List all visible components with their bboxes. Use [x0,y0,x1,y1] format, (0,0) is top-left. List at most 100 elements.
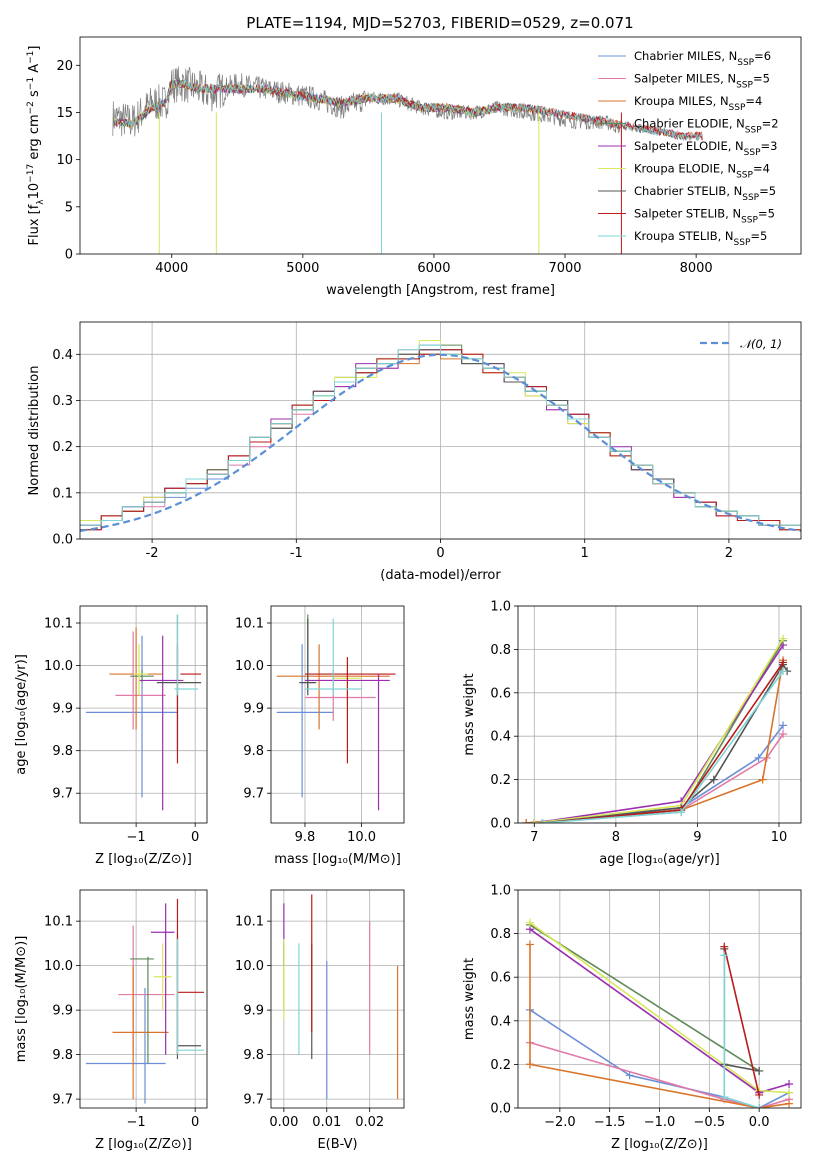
label-part: SSP [736,81,753,91]
label-part: λ [36,199,46,205]
massweight-line-kroupa-miles [529,944,790,1108]
massweight-point-kroupa-elodie [525,918,534,927]
label-part: =4 [753,162,770,176]
label-part: Flux [f [27,204,42,245]
tick-label-y: 0.6 [490,686,511,701]
tick-label-x: −2.0 [544,1115,576,1130]
label-part: A [27,64,42,77]
massweight-line-chabrier-elodie [529,924,760,1072]
tick-label-x: 0.02 [355,1115,384,1130]
tick-label-y: 0.2 [490,1058,511,1073]
tick-label-y: 9.7 [52,787,73,802]
model-spectrum-kroupa-stelib [113,80,703,142]
tick-label-x: 6000 [417,261,450,276]
label-part: SSP [736,171,753,181]
tick-label-x: 10 [771,830,788,845]
label-part: Salpeter STELIB, N [634,207,741,221]
label-part: Kroupa ELODIE, N [634,162,736,176]
tick-label-y: 9.9 [243,702,264,717]
massweight-point-chabrier-miles [754,753,763,762]
legend-entry: Kroupa STELIB, NSSP=5 [634,229,767,248]
axes-frame [517,889,802,1109]
axes-frame [79,605,208,824]
massweight-point-chabrier-stelib [755,1066,764,1075]
tick-label-x: 0.00 [269,1115,298,1130]
massweight-vs-metallicity-panel: −2.0 −1.5 −1.0 −0.5 0.0 0.0 0.2 0.4 0.6 0.8 1.0 Z [… [462,884,802,1152]
massweight-point-kroupa-miles [525,1060,534,1069]
label-part: ] [27,46,42,51]
tick-label-x: -2 [146,546,159,561]
tick-label-x: 0 [191,830,199,845]
tick-label-y: 9.7 [243,1093,264,1108]
legend-entry: Chabrier STELIB, NSSP=5 [634,184,776,203]
plot-area [85,898,205,1104]
tick-label-y: 9.8 [52,744,73,759]
label-part: =5 [753,72,770,86]
label-part: =6 [754,49,771,63]
plot-area [522,634,792,823]
axes-frame [270,605,405,824]
tick-label-y: 0.4 [490,1014,511,1029]
massweight-line-salpeter-stelib [723,946,760,1096]
tick-label-y: 10.0 [44,959,73,974]
tick-label-x: 1 [581,546,589,561]
massweight-line-kroupa-elodie [534,638,784,823]
massweight-line-salpeter-miles [529,1041,790,1108]
massweight-point-salpeter-stelib [720,942,729,951]
label-part: Salpeter ELODIE, N [634,139,744,153]
tick-label-x: 7000 [548,261,581,276]
tick-label-y: 9.9 [52,702,73,717]
label-part: s [27,90,42,101]
tick-label-y: 0.8 [490,927,511,942]
plot-area [276,614,396,811]
label-part: SSP [744,148,761,158]
massweight-point-kroupa-stelib [720,1093,729,1102]
label-part: =4 [745,94,762,108]
massweight-point-salpeter-miles [779,730,788,739]
plot-area [283,894,399,1100]
x-axis-label: wavelength [Angstrom, rest frame] [326,283,555,298]
label-part: SSP [729,103,746,113]
plot-area [80,340,801,532]
massweight-line-kroupa-miles [526,660,784,823]
tick-label-x: 2 [725,546,733,561]
tick-label-x: −1 [127,1115,146,1130]
age-vs-metallicity-panel: −1 0 9.7 9.8 9.9 10.0 10.1 Z [log₁₀(Z/Z⊙)] age [… [14,605,208,867]
legend-entry: Kroupa ELODIE, NSSP=4 [634,162,770,181]
massweight-point-chabrier-miles [779,721,788,730]
massweight-point-kroupa-stelib [538,819,547,823]
tick-label-x: −0.5 [694,1115,726,1130]
tick-label-x: 0.0 [749,1115,770,1130]
label-part: Chabrier MILES, N [634,49,737,63]
tick-label-x: 5000 [286,261,319,276]
tick-label-y: 9.8 [243,1048,264,1063]
y-axis-label: Normed distribution [27,366,42,496]
tick-label-x: 0 [191,1115,199,1130]
massweight-point-kroupa-stelib [755,1104,764,1108]
tick-label-x: 8000 [680,261,713,276]
tick-label-y: 0.2 [52,440,73,455]
massweight-vs-age-panel: 7 8 9 10 0.0 0.2 0.4 0.6 0.8 1.0 age [log₁₀(age/yr… [462,600,802,867]
tick-label-x: -1 [290,546,303,561]
tick-label-y: 0 [65,248,73,263]
legend-entry: Salpeter ELODIE, NSSP=3 [634,139,777,158]
axes-frame [79,321,802,540]
label-part: Chabrier STELIB, N [634,184,742,198]
label-part: =3 [761,139,778,153]
x-axis-label: (data-model)/error [380,568,501,583]
massweight-point-chabrier-miles [625,1071,634,1080]
label-part: Kroupa STELIB, N [634,229,734,243]
tick-label-y: 0.0 [490,817,511,832]
tick-label-y: 0.0 [490,1102,511,1117]
tick-label-x: 10.0 [347,830,376,845]
axes-frame [79,36,802,255]
tick-label-y: 10.0 [235,959,264,974]
tick-label-x: 9 [693,830,701,845]
tick-label-x: 0.01 [312,1115,341,1130]
normal-curve-line [80,353,801,532]
tick-label-y: 0.4 [490,730,511,745]
spectrum-panel: 4000 5000 6000 7000 8000 0 5 10 15 20 wavelength [… [26,36,802,298]
tick-label-y: 9.8 [52,1048,73,1063]
label-part: −1 [26,77,36,90]
massweight-point-kroupa-stelib [779,667,788,676]
